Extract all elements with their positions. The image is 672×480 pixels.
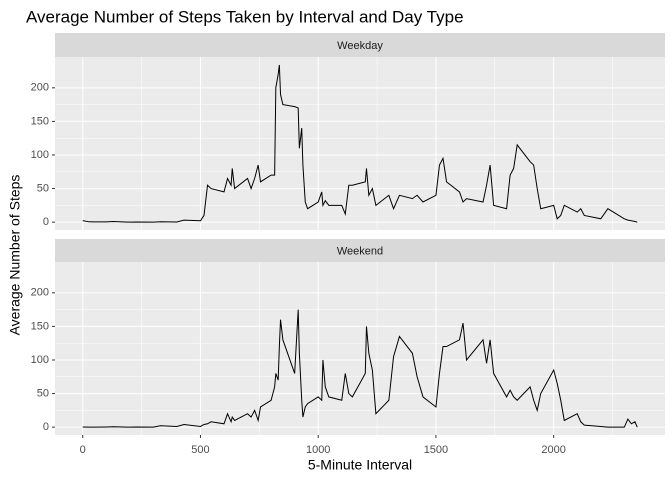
y-tick-label: 0	[43, 421, 49, 433]
strip	[55, 33, 665, 57]
line	[82, 64, 638, 223]
panel	[55, 262, 665, 435]
chart-title: Average Number of Steps Taken by Interva…	[26, 7, 464, 26]
y-tick-label: 0	[43, 216, 49, 228]
y-tick-label: 50	[37, 182, 49, 194]
x-tick-label: 2000	[541, 444, 565, 456]
x-axis-title: 5-Minute Interval	[308, 457, 412, 473]
x-tick-label: 500	[191, 444, 209, 456]
y-tick-label: 200	[31, 287, 49, 299]
strip	[55, 239, 665, 262]
line	[82, 309, 638, 428]
y-tick-label: 100	[31, 149, 49, 161]
x-tick-label: 1000	[306, 444, 330, 456]
y-tick-label: 150	[31, 320, 49, 332]
y-tick-label: 200	[31, 82, 49, 94]
strip-label: Weekend	[337, 245, 383, 257]
x-tick-label: 0	[80, 444, 86, 456]
y-axis-title: Average Number of Steps	[7, 175, 23, 336]
y-tick-label: 50	[37, 387, 49, 399]
x-tick-label: 1500	[424, 444, 448, 456]
panel	[55, 57, 665, 230]
y-tick-label: 100	[31, 354, 49, 366]
strip-label: Weekday	[337, 40, 383, 52]
y-tick-label: 150	[31, 115, 49, 127]
